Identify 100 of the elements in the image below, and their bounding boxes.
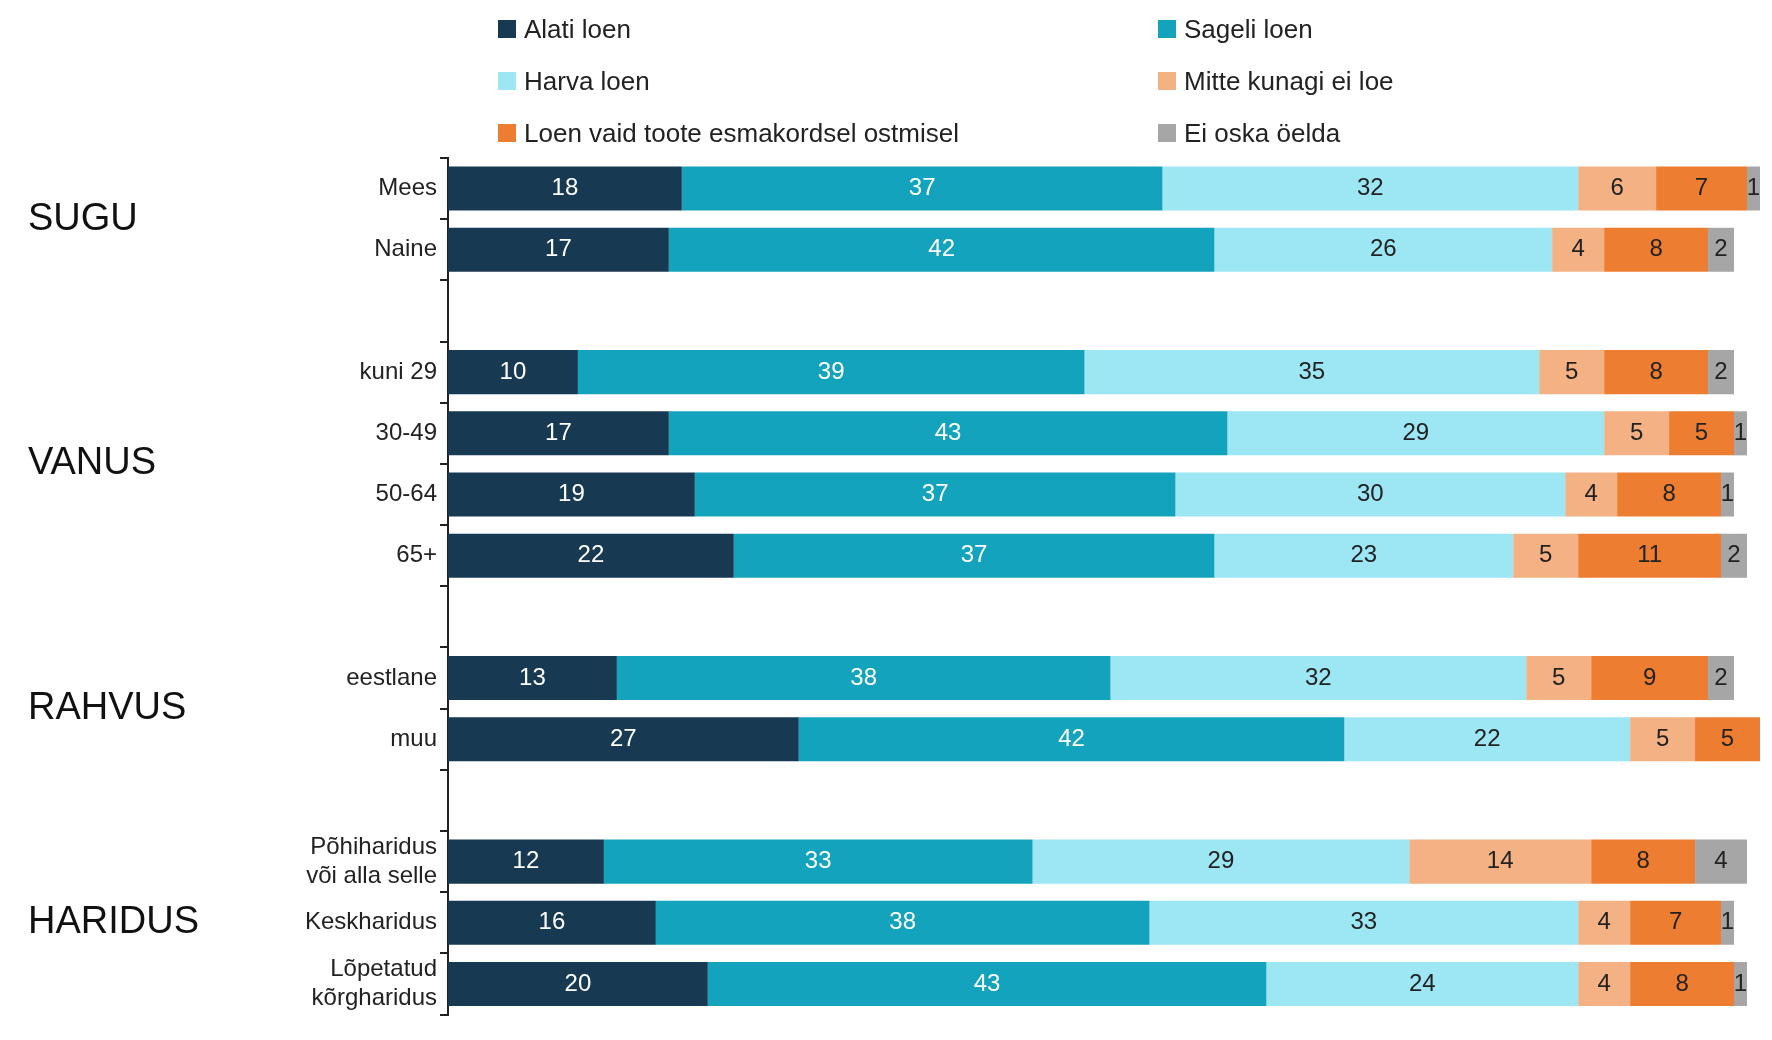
bar: [1162, 166, 1579, 211]
bar: [668, 411, 1228, 456]
data-label: 5: [1720, 723, 1735, 751]
bar: [448, 411, 669, 456]
data-label: 29: [1402, 417, 1430, 445]
data-label: 2: [1714, 662, 1728, 690]
data-label: 38: [889, 907, 917, 935]
bar: [733, 533, 1215, 578]
y-tick-label: Lõpetatud kõrgharidus: [311, 954, 437, 1011]
data-label: 16: [538, 907, 566, 935]
data-label: 30: [1356, 479, 1384, 507]
bar: [1617, 472, 1722, 517]
bar: [1409, 839, 1592, 884]
data-label: 10: [499, 356, 527, 384]
bar: [1695, 717, 1760, 762]
data-label: 33: [804, 846, 832, 874]
data-label: 4: [1584, 479, 1598, 507]
bar: [1695, 839, 1748, 884]
data-label: 20: [564, 968, 592, 996]
bar: [1708, 656, 1735, 701]
data-label: 24: [1408, 968, 1436, 996]
legend-label: Harva loen: [524, 65, 650, 97]
bar: [1214, 227, 1553, 272]
bar: [1539, 350, 1605, 395]
data-label: 35: [1298, 356, 1326, 384]
bar: [1526, 656, 1592, 701]
data-label: 18: [551, 173, 579, 201]
y-tick-label: Keskharidus: [304, 907, 437, 935]
data-label: 6: [1610, 173, 1624, 201]
data-label: 5: [1629, 417, 1644, 445]
data-label: 14: [1486, 846, 1514, 874]
data-label: 8: [1675, 968, 1689, 996]
data-label: 8: [1636, 846, 1650, 874]
bar: [1604, 227, 1709, 272]
data-label: 4: [1571, 234, 1585, 262]
data-label: 9: [1642, 662, 1657, 690]
bar: [1344, 717, 1631, 762]
bar: [1513, 533, 1579, 578]
bar: [1578, 533, 1722, 578]
bar: [448, 656, 617, 701]
data-label: 42: [928, 234, 955, 262]
data-label: 4: [1597, 968, 1611, 996]
bar: [448, 961, 708, 1007]
data-label: 2: [1714, 356, 1728, 384]
y-tick-label: kuni 29: [359, 356, 437, 384]
bar: [1032, 839, 1410, 884]
bar: [1630, 961, 1735, 1007]
bar: [681, 166, 1163, 211]
data-label: 2: [1714, 234, 1728, 262]
data-label: 37: [960, 540, 988, 568]
bar: [448, 900, 656, 945]
text: VANUS: [28, 440, 157, 483]
bar: [1214, 533, 1514, 578]
bar: [1630, 717, 1696, 762]
bar: [655, 900, 1150, 945]
data-label: 27: [610, 723, 637, 751]
data-label: 43: [934, 417, 962, 445]
bar: [798, 717, 1345, 762]
data-label: 11: [1637, 540, 1663, 568]
bar: [1591, 656, 1709, 701]
bar: [1591, 839, 1696, 884]
bar: [448, 472, 695, 517]
bar: [603, 839, 1033, 884]
bar: [1565, 472, 1618, 517]
bar: [1721, 533, 1748, 578]
data-label: 8: [1662, 479, 1676, 507]
bar: [1175, 472, 1566, 517]
bar: [1578, 961, 1631, 1007]
y-tick-label: 30-49: [375, 417, 437, 445]
data-label: 5: [1694, 417, 1709, 445]
bar: [448, 227, 669, 272]
data-label: 38: [850, 662, 878, 690]
data-label: 37: [908, 173, 936, 201]
data-label: 23: [1350, 540, 1378, 568]
data-label: 4: [1597, 907, 1611, 935]
data-label: 2: [1727, 540, 1741, 568]
text: RAHVUS: [28, 685, 187, 728]
data-label: 37: [921, 479, 949, 507]
data-label: 8: [1649, 234, 1663, 262]
y-tick-label: Mees: [378, 173, 437, 201]
bar: [1084, 350, 1540, 395]
bar: [1604, 411, 1670, 456]
y-tick-label: eestlane: [346, 662, 437, 690]
bar: [1227, 411, 1605, 456]
bar: [1708, 350, 1735, 395]
bar: [1708, 227, 1735, 272]
data-label: 17: [545, 417, 572, 445]
text: HARIDUS: [28, 899, 200, 942]
bar: [1110, 656, 1527, 701]
data-label: 22: [1473, 723, 1501, 751]
data-label: 33: [1350, 907, 1378, 935]
bar: [694, 472, 1176, 517]
data-label: 1: [1733, 968, 1748, 996]
bar: [707, 961, 1267, 1007]
bar: [668, 227, 1215, 272]
data-label: 39: [817, 356, 845, 384]
bar: [448, 717, 799, 762]
data-label: 29: [1207, 846, 1235, 874]
data-label: 1: [1720, 479, 1735, 507]
y-tick-label: Naine: [374, 234, 437, 262]
